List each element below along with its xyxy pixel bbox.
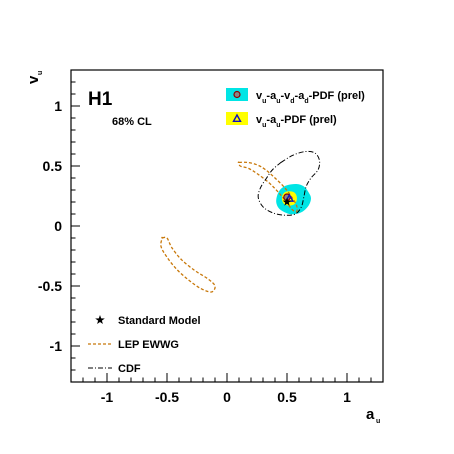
- contour-layer: [160, 150, 321, 293]
- legend-label-part: -a: [266, 114, 277, 126]
- legend-marker-star: [95, 315, 105, 324]
- legend-label-sub: d: [304, 98, 308, 105]
- legend-label-part: -PDF (prel): [309, 90, 366, 102]
- x-tick-label: 1: [343, 389, 351, 405]
- legend-marker-triangle: [232, 113, 242, 122]
- marker-layer: [282, 193, 295, 206]
- legend-label: LEP EWWG: [118, 339, 179, 351]
- y-tick-label: 0.5: [43, 158, 63, 174]
- legend-label-part: v: [256, 114, 263, 126]
- legend-top: v u -a u -v d -a d -PDF (prel)v u -a u -PDF (prel): [226, 88, 365, 129]
- x-axis-title-main: a: [366, 406, 375, 423]
- legend-label: Standard Model: [118, 315, 201, 327]
- x-tick-label: -0.5: [155, 389, 179, 405]
- standard-model-point: [282, 197, 292, 206]
- legend-label-part: -a: [295, 90, 306, 102]
- legend-label-part: -a: [266, 90, 277, 102]
- y-tick-label: 1: [54, 98, 62, 114]
- x-tick-label: 0: [223, 389, 231, 405]
- legend-label-sub: u: [262, 122, 266, 129]
- x-axis-title-sub: u: [376, 418, 380, 425]
- legend-label-sub: u: [276, 98, 280, 105]
- legend-label-part: -PDF (prel): [280, 114, 337, 126]
- lep-ewwg-contour-1: [237, 161, 298, 213]
- x-tick-label: 0.5: [277, 389, 297, 405]
- legend-label-sub: d: [290, 98, 294, 105]
- axis-ticks: -1 -0.5 0 0.5 1 -1 -0.5 0 0.5 1: [38, 81, 372, 405]
- legend-label-part: v: [256, 90, 263, 102]
- y-tick-label: 0: [54, 218, 62, 234]
- y-axis-title: v u: [25, 71, 44, 84]
- y-tick-label: -0.5: [38, 278, 62, 294]
- lep-ewwg-contour-2: [160, 236, 216, 293]
- legend-marker-circle: [233, 90, 241, 99]
- y-axis-title-main: v: [25, 75, 42, 84]
- y-axis-title-sub: u: [37, 71, 44, 75]
- legend-label: CDF: [118, 363, 141, 375]
- x-axis-title: a u: [366, 406, 380, 425]
- legend-label-part: -v: [280, 90, 291, 102]
- experiment-label: H1: [88, 89, 113, 110]
- legend-label-sub: u: [262, 98, 266, 105]
- legend-label-sub: u: [276, 122, 280, 129]
- confidence-level-label: 68% CL: [112, 116, 152, 128]
- legend-bottom: Standard Model LEP EWWG CDF: [88, 315, 201, 375]
- legend-swatch-2: [226, 112, 248, 125]
- y-tick-label: -1: [50, 338, 63, 354]
- cdf-contour: [257, 150, 321, 216]
- x-tick-label: -1: [101, 389, 114, 405]
